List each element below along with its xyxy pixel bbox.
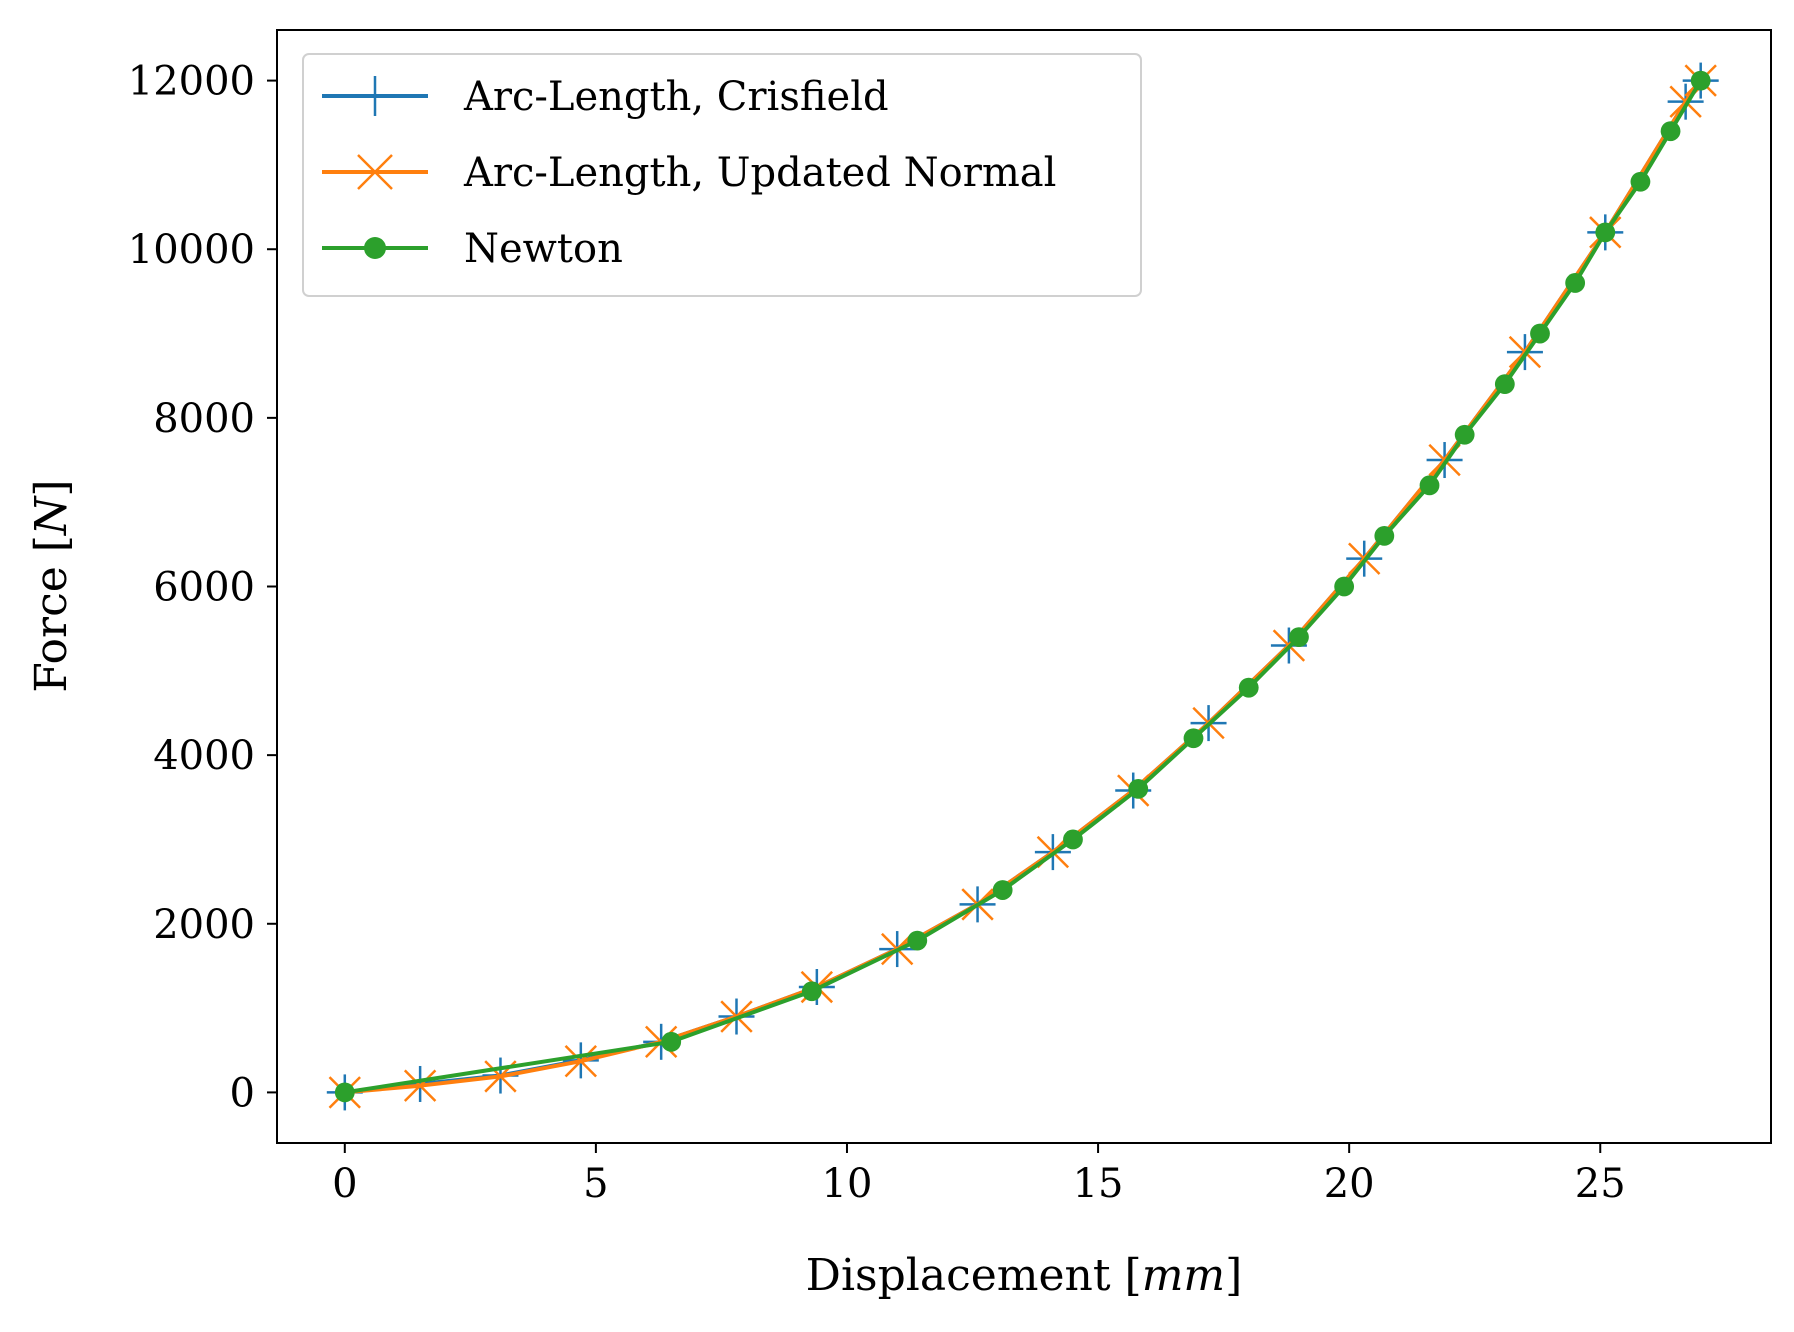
data-point — [1595, 222, 1616, 243]
data-point — [1454, 424, 1475, 445]
data-point — [1660, 121, 1681, 142]
x-tick-label: 10 — [822, 1161, 873, 1207]
legend-item: Arc-Length, Crisfield — [322, 74, 889, 120]
data-point — [1630, 171, 1651, 192]
data-point — [1289, 627, 1309, 647]
legend-marker — [364, 237, 386, 259]
legend-label: Newton — [464, 226, 623, 272]
x-axis: 0 5 10 15 20 25 — [332, 1143, 1626, 1207]
y-tick-label: 12000 — [128, 59, 255, 105]
x-tick-label: 20 — [1324, 1161, 1375, 1207]
y-axis-label: Force [N] — [26, 479, 77, 692]
x-tick-label: 0 — [332, 1161, 357, 1207]
y-tick-label: 8000 — [153, 396, 255, 442]
x-tick-label: 25 — [1575, 1161, 1626, 1207]
y-tick-label: 6000 — [153, 565, 255, 611]
legend: Arc-Length, Crisfield Arc-Length, Updated… — [302, 53, 1142, 297]
data-point — [907, 930, 928, 951]
data-point — [1690, 70, 1711, 91]
legend-label: Arc-Length, Crisfield — [463, 74, 889, 120]
x-tick-label: 5 — [583, 1161, 608, 1207]
data-point — [1530, 323, 1550, 344]
data-point — [1565, 273, 1586, 293]
y-axis: 0 2000 4000 6000 8000 10000 12000 — [128, 59, 277, 1116]
legend-item: Arc-Length, Updated Normal — [322, 150, 1056, 196]
series-3 — [334, 70, 1711, 1103]
data-point — [1494, 374, 1515, 395]
data-point — [334, 1082, 355, 1103]
data-point — [1374, 526, 1395, 546]
y-tick-label: 10000 — [128, 227, 255, 273]
legend-box — [302, 53, 1142, 297]
data-point — [403, 1069, 437, 1102]
data-point — [1063, 829, 1083, 850]
data-point — [1128, 778, 1149, 799]
series-layer — [326, 62, 1719, 1111]
legend-marker — [355, 76, 395, 116]
x-axis-label: Displacement [mm] — [806, 1250, 1243, 1301]
x-tick-label: 15 — [1073, 1161, 1124, 1207]
legend-item: Newton — [322, 226, 623, 272]
legend-label: Arc-Length, Updated Normal — [463, 150, 1056, 196]
y-tick-label: 2000 — [153, 902, 255, 948]
data-point — [661, 1031, 682, 1052]
data-point — [992, 880, 1013, 900]
data-point — [564, 1045, 598, 1078]
y-tick-label: 4000 — [153, 733, 255, 779]
data-point — [1419, 475, 1440, 496]
data-point — [1334, 576, 1355, 597]
data-point — [1238, 677, 1259, 698]
y-tick-label: 0 — [230, 1070, 255, 1116]
data-point — [801, 981, 822, 1002]
data-point — [1183, 728, 1204, 749]
legend-marker — [357, 154, 393, 190]
legend-items: Arc-Length, Crisfield Arc-Length, Updated… — [322, 74, 1056, 272]
